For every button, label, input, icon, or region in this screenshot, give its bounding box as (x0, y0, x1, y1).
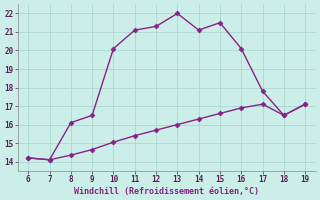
X-axis label: Windchill (Refroidissement éolien,°C): Windchill (Refroidissement éolien,°C) (74, 187, 259, 196)
